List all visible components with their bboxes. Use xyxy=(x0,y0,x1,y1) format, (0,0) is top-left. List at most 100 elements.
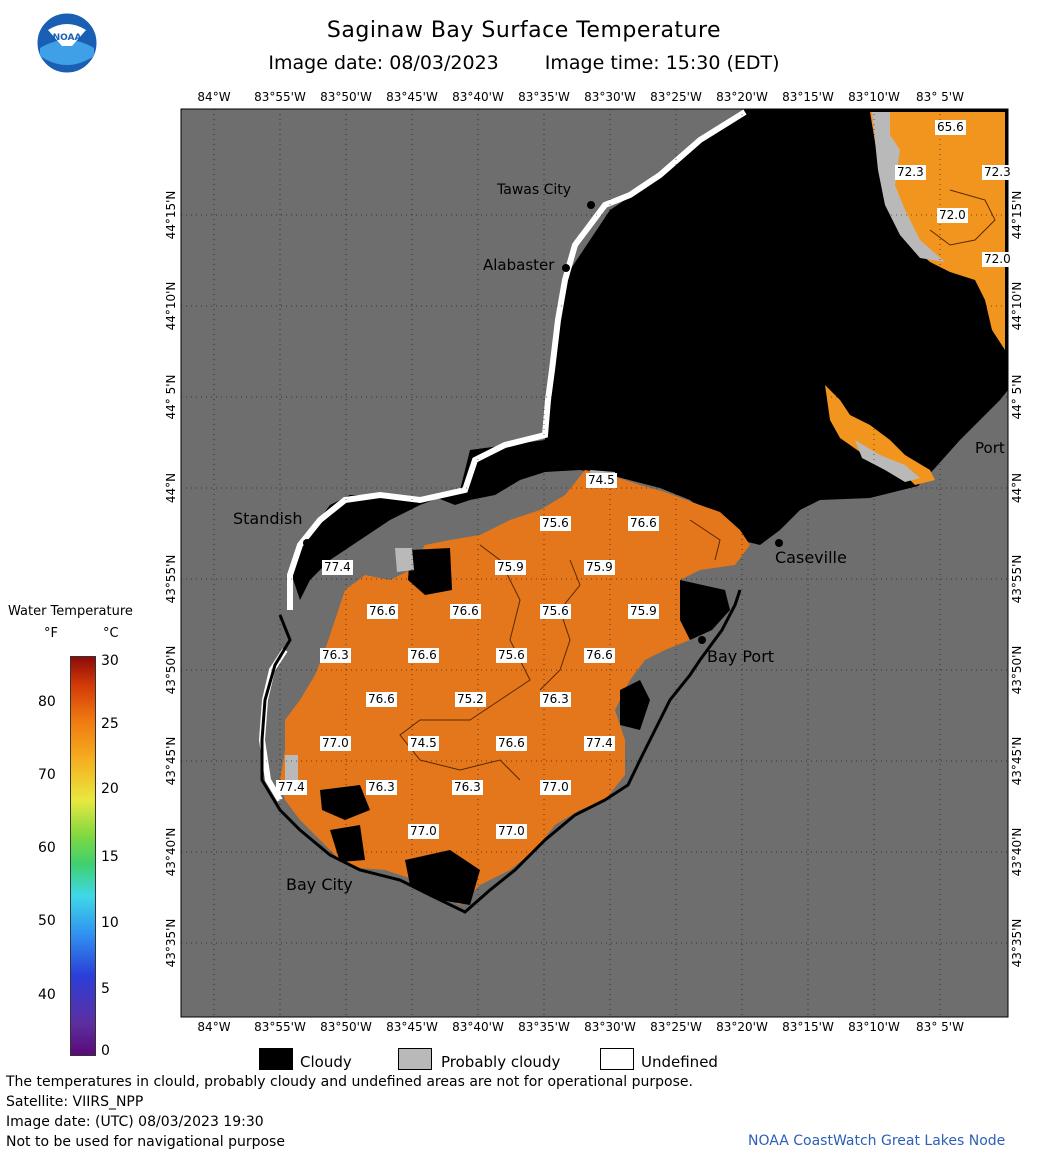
temperature-value: 77.0 xyxy=(320,736,351,751)
temperature-value: 74.5 xyxy=(408,736,439,751)
contours xyxy=(399,189,996,781)
credit-link[interactable]: NOAA CoastWatch Great Lakes Node xyxy=(748,1133,1006,1149)
lat-label-right: 44° 5'N xyxy=(1010,374,1024,420)
temperature-value: 77.4 xyxy=(584,736,615,751)
cloudy-swatch xyxy=(259,1048,293,1070)
fahrenheit-tick: 80 xyxy=(38,694,56,710)
temperature-value: 72.0 xyxy=(937,208,968,223)
lat-label-right: 44°10'N xyxy=(1010,281,1024,331)
navigation-note: Not to be used for navigational purpose xyxy=(6,1134,285,1150)
probably-cloudy-swatch xyxy=(398,1048,432,1070)
temperature-value: 75.9 xyxy=(495,560,526,575)
unit-celsius: °C xyxy=(103,626,119,641)
celsius-tick: 20 xyxy=(101,781,119,797)
water-patch-port xyxy=(825,385,935,485)
celsius-tick: 0 xyxy=(101,1043,110,1059)
lon-label-bottom: 83°45'W xyxy=(386,1020,438,1034)
temperature-value: 75.9 xyxy=(628,604,659,619)
lat-label-left: 44° 5'N xyxy=(164,374,178,420)
lat-label-right: 44°15'N xyxy=(1010,190,1024,240)
cloudy-patch-port xyxy=(855,440,920,482)
lat-label-left: 43°55'N xyxy=(164,554,178,604)
cloud-patch-bay-1 xyxy=(408,548,452,595)
lat-label-right: 44°N xyxy=(1010,472,1024,504)
lon-label-top: 83° 5'W xyxy=(916,90,964,104)
temperature-value: 74.5 xyxy=(586,473,617,488)
temperature-value: 75.6 xyxy=(496,648,527,663)
city-markers xyxy=(303,201,783,644)
city-label-bay-port: Bay Port xyxy=(707,647,775,666)
lon-label-bottom: 83°40'W xyxy=(452,1020,504,1034)
celsius-tick: 5 xyxy=(101,981,110,997)
lat-label-left: 44°N xyxy=(164,472,178,504)
coastline xyxy=(260,589,742,914)
lon-label-bottom: 83°20'W xyxy=(716,1020,768,1034)
temperature-value: 76.3 xyxy=(320,648,351,663)
temperature-value: 76.6 xyxy=(367,604,398,619)
image-time: Image time: 15:30 (EDT) xyxy=(544,52,780,74)
temperature-value: 76.6 xyxy=(584,648,615,663)
temperature-value: 76.3 xyxy=(452,780,483,795)
lon-label-bottom: 83°15'W xyxy=(782,1020,834,1034)
celsius-tick: 25 xyxy=(101,716,119,732)
undefined-label: Undefined xyxy=(641,1053,718,1071)
lat-label-right: 43°45'N xyxy=(1010,736,1024,786)
temperature-value: 72.3 xyxy=(895,165,926,180)
city-label-bay-city: Bay City xyxy=(286,875,353,894)
temperature-value: 76.6 xyxy=(366,692,397,707)
undefined-edge xyxy=(287,109,747,610)
legend-title: Water Temperature xyxy=(8,604,133,619)
lon-label-bottom: 83°55'W xyxy=(254,1020,306,1034)
temperature-value: 77.0 xyxy=(540,780,571,795)
temperature-value: 65.6 xyxy=(935,120,966,135)
disclaimer: The temperatures in clould, probably clo… xyxy=(6,1074,693,1090)
cloudy-patch-bay-1 xyxy=(395,548,414,572)
temperature-value: 77.4 xyxy=(276,780,307,795)
temperature-value: 77.4 xyxy=(322,560,353,575)
temperature-value: 75.6 xyxy=(540,604,571,619)
temperature-value: 77.0 xyxy=(408,824,439,839)
city-label-caseville: Caseville xyxy=(775,548,847,567)
city-label-standish: Standish xyxy=(233,509,303,528)
lon-label-top: 84°W xyxy=(197,90,231,104)
temperature-value: 77.0 xyxy=(496,824,527,839)
lon-label-top: 83°55'W xyxy=(254,90,306,104)
lat-label-left: 43°40'N xyxy=(164,827,178,877)
temperature-value: 75.2 xyxy=(455,692,486,707)
undefined-swatch xyxy=(600,1048,634,1070)
cloud-patch-bay-2 xyxy=(680,580,730,640)
city-label-alabaster: Alabaster xyxy=(483,256,555,274)
lat-label-right: 43°55'N xyxy=(1010,554,1024,604)
page-title: Saginaw Bay Surface Temperature xyxy=(326,18,722,43)
celsius-tick: 15 xyxy=(101,849,119,865)
lon-label-bottom: 84°W xyxy=(197,1020,231,1034)
temperature-value: 76.6 xyxy=(408,648,439,663)
lon-label-top: 83°10'W xyxy=(848,90,900,104)
lat-label-right: 43°35'N xyxy=(1010,918,1024,968)
lon-label-top: 83°30'W xyxy=(584,90,636,104)
lon-label-top: 83°15'W xyxy=(782,90,834,104)
fahrenheit-tick: 60 xyxy=(38,840,56,856)
probably-cloudy-label: Probably cloudy xyxy=(441,1053,561,1071)
color-scale-bar xyxy=(70,656,96,1056)
fahrenheit-tick: 50 xyxy=(38,913,56,929)
lon-label-top: 83°35'W xyxy=(518,90,570,104)
lon-label-bottom: 83°10'W xyxy=(848,1020,900,1034)
lat-label-right: 43°40'N xyxy=(1010,827,1024,877)
image-date: Image date: 08/03/2023 xyxy=(268,52,499,74)
city-label-tawas-city: Tawas City xyxy=(497,182,572,198)
temperature-value: 76.6 xyxy=(496,736,527,751)
lon-label-top: 83°20'W xyxy=(716,90,768,104)
temperature-value: 76.6 xyxy=(628,516,659,531)
cloudy-patch-bay-3 xyxy=(285,755,298,780)
lat-label-left: 43°50'N xyxy=(164,645,178,695)
celsius-tick: 10 xyxy=(101,915,119,931)
temperature-value: 76.6 xyxy=(450,604,481,619)
lon-label-bottom: 83°35'W xyxy=(518,1020,570,1034)
lon-label-top: 83°25'W xyxy=(650,90,702,104)
lon-label-bottom: 83°50'W xyxy=(320,1020,372,1034)
lat-label-left: 44°15'N xyxy=(164,190,178,240)
temperature-value: 75.6 xyxy=(540,516,571,531)
temperature-value: 76.3 xyxy=(366,780,397,795)
